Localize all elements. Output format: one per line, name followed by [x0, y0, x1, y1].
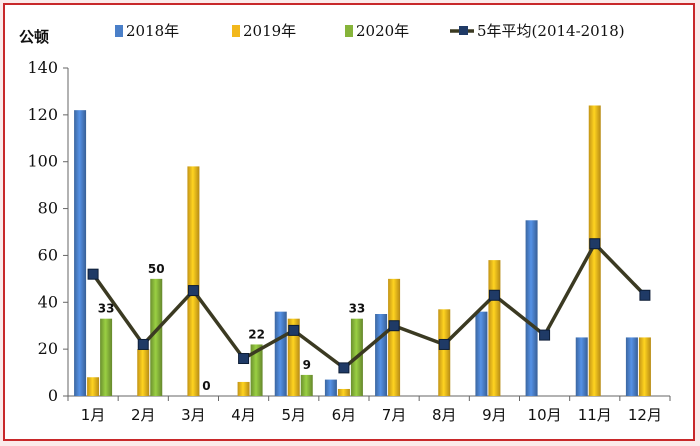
- data-label: 0: [202, 379, 210, 393]
- y-tick-label: 100: [27, 152, 58, 171]
- legend-label: 2018年: [126, 22, 179, 40]
- y-tick-label: 60: [38, 245, 58, 264]
- data-label: 50: [148, 262, 165, 276]
- data-label: 33: [98, 302, 115, 316]
- legend-swatch-2020年: [345, 25, 353, 37]
- average-marker-9月: [488, 289, 500, 301]
- legend-swatch-2019年: [232, 25, 240, 37]
- average-line: [91, 241, 647, 370]
- y-tick-label: 80: [38, 199, 58, 218]
- x-tick-label: 6月: [332, 406, 357, 424]
- average-marker-2月: [137, 338, 149, 350]
- x-tick-label: 12月: [628, 406, 662, 424]
- average-marker-12月: [639, 289, 651, 301]
- x-tick-label: 1月: [81, 406, 106, 424]
- x-tick-label: 5月: [281, 406, 306, 424]
- bar-2019年-9月: [488, 260, 501, 396]
- bar-2020年-1月: [100, 318, 113, 396]
- x-tick-label: 11月: [578, 406, 612, 424]
- y-tick-label: 120: [27, 105, 58, 124]
- average-marker-10月: [539, 329, 551, 341]
- y-tick-label: 0: [48, 386, 58, 405]
- x-tick-label: 4月: [231, 406, 256, 424]
- average-marker-4月: [238, 353, 250, 365]
- bar-2018年-5月: [274, 311, 287, 396]
- legend-label: 2020年: [356, 22, 409, 40]
- y-axis-unit-label: 公顿: [19, 28, 49, 46]
- bar-2019年-5月: [287, 318, 300, 396]
- average-marker-1月: [87, 268, 99, 280]
- bar-2018年-7月: [375, 314, 388, 396]
- bar-2020年-4月: [250, 344, 263, 396]
- average-marker-11月: [589, 238, 601, 250]
- bar-2019年-12月: [638, 337, 651, 396]
- bar-2018年-12月: [625, 337, 638, 396]
- data-label: 9: [303, 358, 311, 372]
- legend-swatch-2018年: [115, 25, 123, 37]
- data-label: 33: [349, 302, 366, 316]
- bar-2020年-5月: [300, 374, 313, 396]
- x-tick-label: 7月: [382, 406, 407, 424]
- bar-2020年-2月: [150, 278, 163, 396]
- average-marker-5月: [288, 324, 300, 336]
- bar-2018年-11月: [575, 337, 588, 396]
- bar-2019年-6月: [337, 388, 350, 396]
- bar-2019年-11月: [588, 105, 601, 396]
- bar-2018年-6月: [324, 379, 337, 396]
- y-tick-label: 20: [38, 339, 58, 358]
- legend: 2018年 2019年 2020年 5年平均(2014-2018): [115, 22, 625, 40]
- plot-area: 0 20 40 60 80 100 120 140 1月 2月 3月 4月 5月 6月 7月 8月 9月 10月 1…: [27, 58, 671, 424]
- average-marker-7月: [388, 320, 400, 332]
- bar-2018年-10月: [525, 220, 538, 396]
- average-marker-8月: [438, 338, 450, 350]
- bar-2019年-4月: [237, 381, 250, 396]
- bar-2018年-1月: [74, 110, 87, 397]
- y-tick-label: 40: [38, 292, 58, 311]
- data-label: 22: [248, 327, 265, 341]
- x-tick-label: 8月: [432, 406, 457, 424]
- x-tick-label: 2月: [131, 406, 156, 424]
- bar-2019年-8月: [438, 309, 451, 396]
- legend-marker-swatch: [459, 26, 468, 35]
- bar-2019年-7月: [388, 278, 401, 396]
- bar-2019年-2月: [137, 349, 150, 396]
- legend-label: 5年平均(2014-2018): [477, 22, 625, 40]
- bar-2019年-1月: [87, 377, 100, 396]
- bar-2019年-3月: [187, 166, 200, 396]
- bar-2018年-9月: [475, 311, 488, 396]
- average-marker-6月: [338, 362, 350, 374]
- average-marker-3月: [187, 285, 199, 297]
- x-tick-label: 3月: [181, 406, 206, 424]
- x-tick-label: 10月: [528, 406, 562, 424]
- x-tick-label: 9月: [482, 406, 507, 424]
- legend-label: 2019年: [243, 22, 296, 40]
- y-tick-label: 140: [27, 58, 58, 77]
